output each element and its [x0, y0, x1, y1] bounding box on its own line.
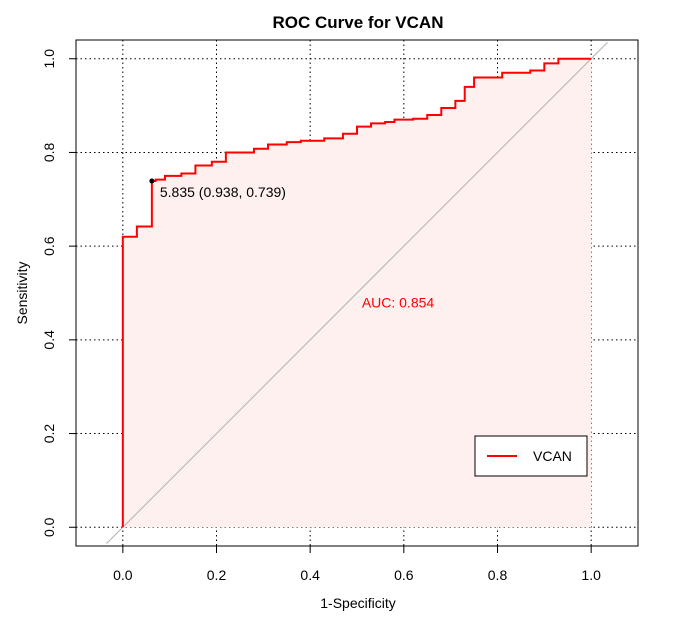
x-tick-label: 0.6	[394, 567, 414, 583]
reference-line-layer	[106, 41, 608, 545]
y-tick-label: 0.4	[41, 330, 57, 350]
y-tick-label: 0.2	[41, 424, 57, 444]
x-axis: 0.0 0.2 0.4 0.6 0.8 1.0	[113, 545, 601, 583]
legend-label-vcan: VCAN	[533, 448, 572, 464]
x-tick-label: 0.8	[488, 567, 508, 583]
x-tick-label: 1.0	[581, 567, 601, 583]
x-tick-label: 0.0	[113, 567, 133, 583]
threshold-label: 5.835 (0.938, 0.739)	[160, 184, 286, 200]
x-axis-label: 1-Specificity	[320, 595, 395, 611]
y-axis-label: Sensitivity	[14, 261, 30, 324]
diagonal-reference-line	[106, 41, 608, 545]
y-tick-label: 0.8	[41, 143, 57, 163]
y-tick-label: 0.0	[41, 517, 57, 537]
y-tick-label: 1.0	[41, 49, 57, 69]
x-tick-label: 0.2	[207, 567, 227, 583]
threshold-point	[149, 178, 155, 184]
marker-layer	[149, 178, 155, 184]
x-tick-label: 0.4	[300, 567, 320, 583]
legend: VCAN	[474, 435, 588, 477]
roc-curve-vcan	[121, 57, 592, 528]
series-layer	[121, 57, 592, 528]
chart-title: ROC Curve for VCAN	[273, 13, 444, 32]
auc-annotation: AUC: 0.854	[362, 294, 435, 310]
y-axis: 0.0 0.2 0.4 0.6 0.8 1.0	[41, 49, 77, 537]
y-tick-label: 0.6	[41, 236, 57, 256]
